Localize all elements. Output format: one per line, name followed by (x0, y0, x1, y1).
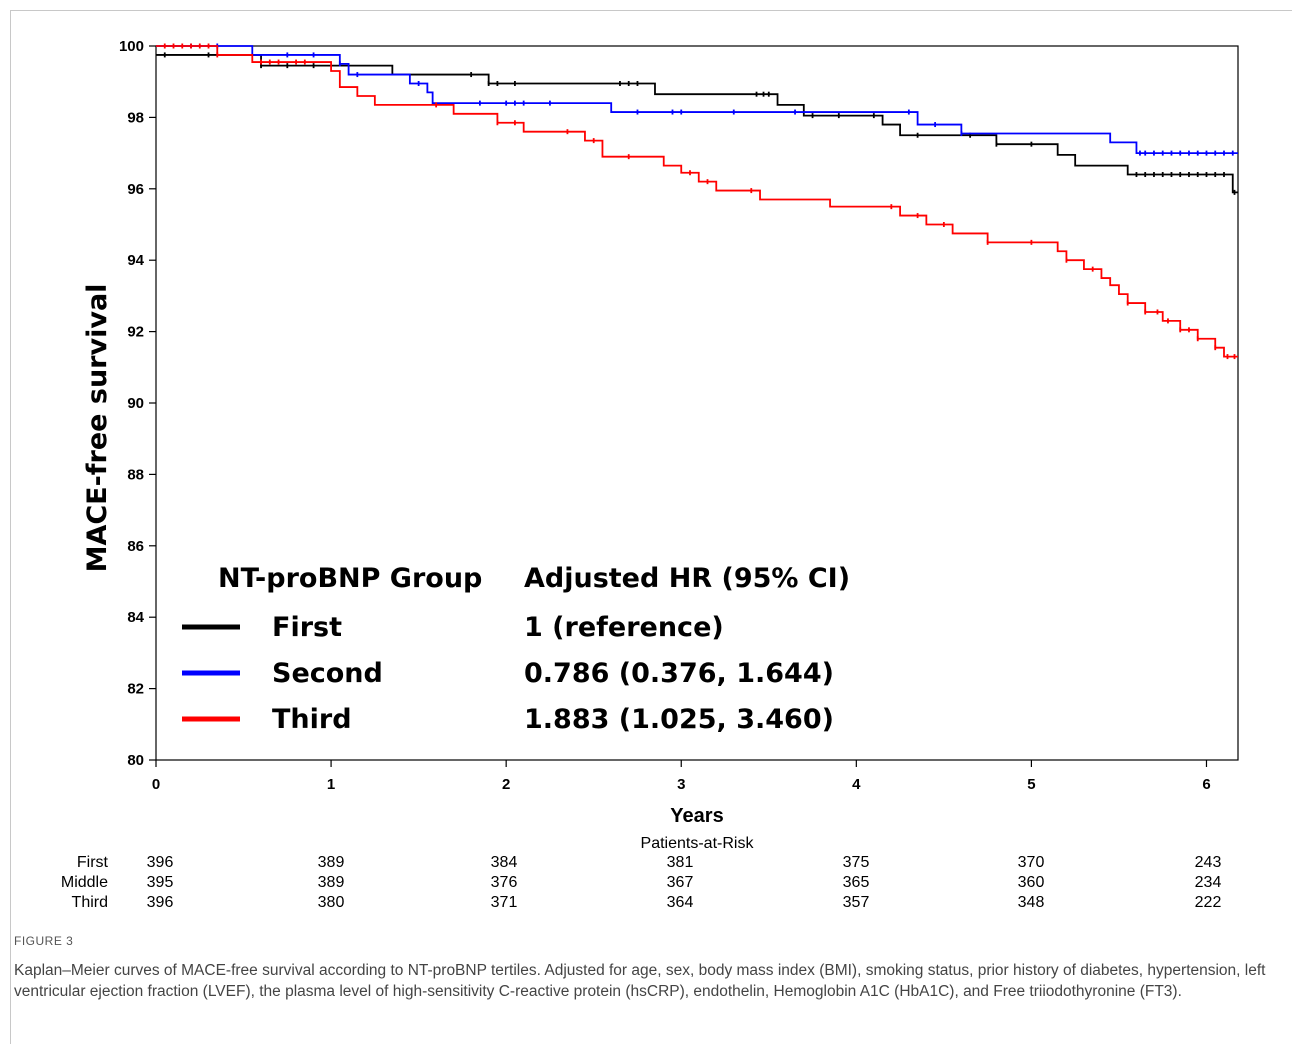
y-tick-label: 82 (127, 681, 144, 698)
risk-cell: 389 (318, 874, 345, 891)
risk-cell: 348 (1018, 894, 1045, 911)
series-line-first (156, 54, 1238, 194)
risk-table-title: Patients-at-Risk (641, 835, 755, 852)
risk-cell: 360 (1018, 874, 1045, 891)
legend-group-header: NT-proBNP Group (218, 563, 482, 594)
y-axis-title: MACE-free survival (82, 284, 113, 573)
y-tick-label: 100 (119, 38, 144, 55)
risk-cell: 234 (1195, 874, 1222, 891)
risk-cell: 384 (491, 854, 518, 871)
risk-cell: 375 (843, 854, 870, 871)
risk-cell: 365 (843, 874, 870, 891)
risk-cell: 357 (843, 894, 870, 911)
legend-hr-second: 0.786 (0.376, 1.644) (524, 658, 834, 689)
risk-cell: 370 (1018, 854, 1045, 871)
y-tick-label: 98 (127, 109, 144, 126)
x-tick-label: 4 (852, 776, 861, 793)
risk-cell: 367 (667, 874, 694, 891)
risk-cell: 243 (1195, 854, 1222, 871)
risk-table: First 396 389 384 381 375 370 243 Middle 395 389 37… (61, 854, 1222, 911)
figure-caption: Kaplan–Meier curves of MACE-free surviva… (14, 962, 1266, 1000)
x-tick-label: 5 (1027, 776, 1035, 793)
legend-hr-first: 1 (reference) (524, 612, 724, 643)
plot-layer: 80 82 84 86 88 90 92 94 96 98 100 0 1 2 3 4 5 6 (119, 38, 1239, 793)
legend-label-second: Second (272, 658, 383, 689)
risk-row-label: Middle (61, 874, 108, 891)
figure-label: FIGURE 3 (14, 934, 74, 948)
x-tick-label: 1 (327, 776, 335, 793)
risk-cell: 380 (318, 894, 345, 911)
legend-label-first: First (272, 612, 342, 643)
series-line-third (156, 45, 1238, 358)
legend-label-third: Third (272, 704, 352, 735)
risk-cell: 376 (491, 874, 518, 891)
y-tick-label: 84 (127, 609, 144, 626)
risk-cell: 389 (318, 854, 345, 871)
series-line-second (156, 45, 1238, 154)
risk-cell: 396 (147, 894, 174, 911)
legend-hr-header: Adjusted HR (95% CI) (524, 563, 850, 594)
risk-cell: 381 (667, 854, 694, 871)
risk-cell: 371 (491, 894, 518, 911)
x-tick-label: 2 (502, 776, 510, 793)
x-tick-label: 6 (1202, 776, 1210, 793)
x-tick-label: 3 (677, 776, 685, 793)
risk-cell: 364 (667, 894, 694, 911)
risk-row-label: Third (72, 894, 108, 911)
y-tick-label: 90 (127, 395, 144, 412)
y-tick-label: 88 (127, 466, 144, 483)
risk-cell: 222 (1195, 894, 1222, 911)
y-tick-label: 86 (127, 538, 144, 555)
y-tick-label: 80 (127, 752, 144, 769)
x-tick-label: 0 (152, 776, 160, 793)
x-axis-title: Years (670, 805, 723, 827)
y-tick-label: 92 (127, 324, 144, 341)
risk-cell: 395 (147, 874, 174, 891)
risk-row-label: First (77, 854, 109, 871)
figure-frame (10, 10, 1292, 1044)
plot-border (155, 45, 1239, 761)
risk-cell: 396 (147, 854, 174, 871)
y-tick-label: 94 (127, 252, 144, 269)
legend: NT-proBNP Group Adjusted HR (95% CI) Fir… (182, 563, 850, 735)
y-tick-label: 96 (127, 181, 144, 198)
legend-hr-third: 1.883 (1.025, 3.460) (524, 704, 834, 735)
